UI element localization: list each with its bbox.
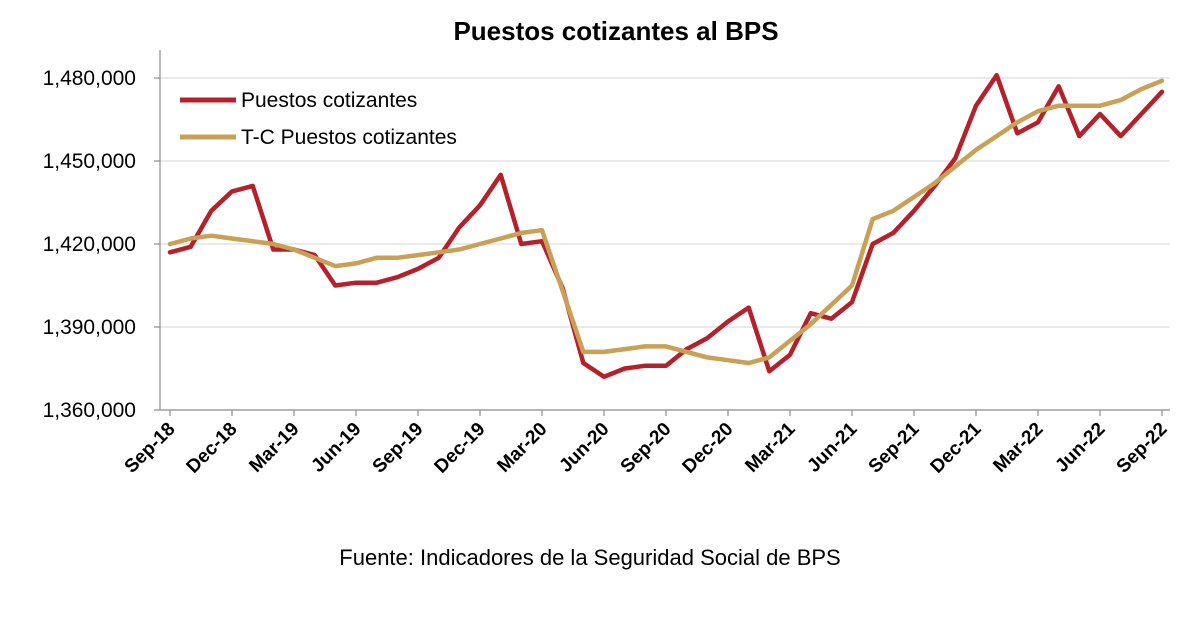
x-tick-label: Jun-22: [1051, 419, 1109, 477]
series-line-tc-puestos-cotizantes: [167, 78, 1165, 366]
x-tick-label: Mar-20: [493, 419, 551, 477]
x-tick-label: Dec-18: [183, 419, 242, 478]
y-tick-label: 1,360,000: [43, 399, 136, 422]
x-tick-label: Mar-21: [741, 418, 799, 476]
y-tick-label: 1,450,000: [43, 150, 136, 173]
y-axis-ticks: 1,360,000 1,390,000 1,420,000 1,450,000 1,48…: [43, 67, 160, 422]
y-tick-label: 1,480,000: [43, 67, 136, 90]
axes: [159, 50, 1170, 411]
legend: Puestos cotizantes T-C Puestos cotizantes: [180, 89, 457, 149]
gridlines: [160, 77, 1170, 328]
chart-title: Puestos cotizantes al BPS: [453, 16, 778, 46]
x-tick-label: Mar-19: [245, 419, 303, 477]
source-note: Fuente: Indicadores de la Seguridad Soci…: [339, 545, 840, 570]
x-tick-label: Dec-20: [679, 419, 738, 478]
y-tick-label: 1,420,000: [43, 233, 136, 256]
legend-label: Puestos cotizantes: [241, 89, 417, 112]
series-lines: [167, 72, 1165, 380]
x-tick-label: Jun-21: [803, 418, 861, 476]
legend-label: T-C Puestos cotizantes: [241, 126, 457, 149]
x-tick-label: Jun-20: [555, 419, 613, 477]
x-tick-label: Mar-22: [989, 419, 1047, 477]
series-line-puestos-cotizantes: [167, 72, 1165, 380]
x-tick-label: Sep-18: [121, 419, 180, 478]
x-tick-label: Sep-20: [617, 419, 676, 478]
x-tick-label: Sep-22: [1113, 419, 1172, 478]
x-tick-label: Jun-19: [307, 419, 365, 477]
x-axis-ticks: Sep-18 Dec-18 Mar-19 Jun-19 Sep-19 Dec-19 Mar-…: [121, 410, 1172, 478]
x-tick-label: Sep-19: [369, 419, 428, 478]
y-tick-label: 1,390,000: [43, 316, 136, 339]
x-tick-label: Dec-21: [927, 418, 986, 477]
x-tick-label: Sep-21: [865, 418, 924, 477]
x-tick-label: Dec-19: [431, 419, 490, 478]
